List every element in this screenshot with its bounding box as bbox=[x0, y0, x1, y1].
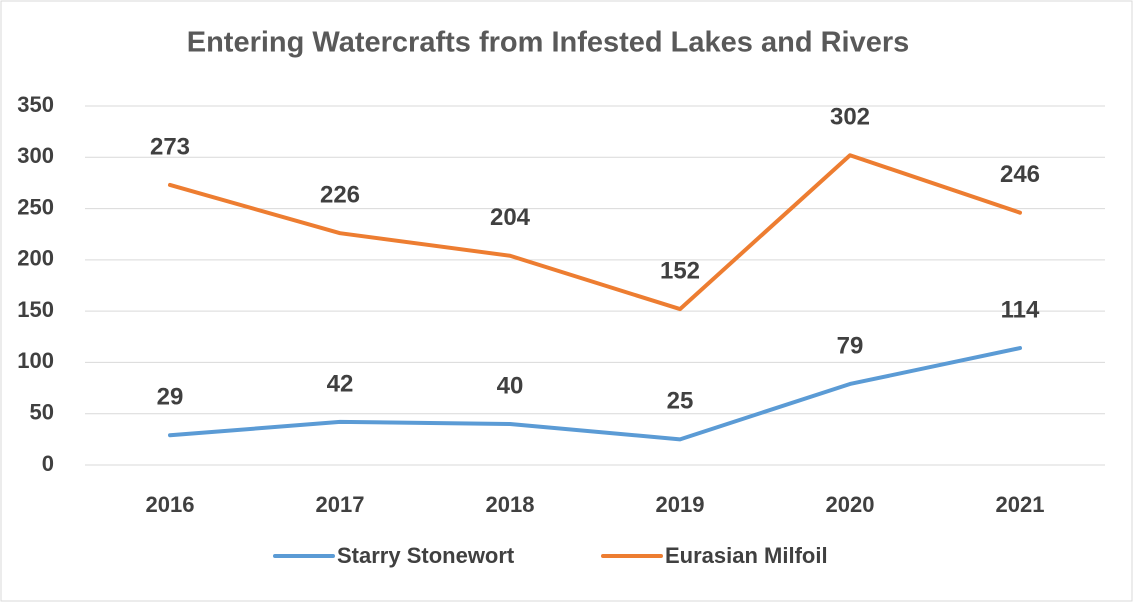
data-label: 204 bbox=[490, 204, 531, 231]
data-label: 29 bbox=[157, 384, 184, 411]
data-label: 273 bbox=[150, 133, 190, 160]
legend-label: Starry Stonewort bbox=[337, 543, 515, 568]
y-tick-label: 50 bbox=[30, 400, 54, 425]
y-tick-label: 150 bbox=[17, 297, 54, 322]
y-tick-label: 100 bbox=[17, 348, 54, 373]
x-tick-label: 2019 bbox=[656, 492, 705, 517]
y-tick-label: 300 bbox=[17, 143, 54, 168]
y-tick-label: 250 bbox=[17, 194, 54, 219]
y-tick-label: 350 bbox=[17, 92, 54, 117]
chart-title: Entering Watercrafts from Infested Lakes… bbox=[187, 27, 910, 59]
data-label: 42 bbox=[327, 370, 354, 397]
data-label: 152 bbox=[660, 257, 700, 284]
legend-label: Eurasian Milfoil bbox=[665, 543, 828, 568]
x-tick-label: 2018 bbox=[486, 492, 535, 517]
data-label: 79 bbox=[837, 332, 864, 359]
y-tick-label: 200 bbox=[17, 246, 54, 271]
data-label: 226 bbox=[320, 182, 360, 209]
x-tick-label: 2017 bbox=[316, 492, 365, 517]
data-label: 25 bbox=[667, 388, 694, 415]
x-tick-label: 2020 bbox=[826, 492, 875, 517]
data-label: 40 bbox=[497, 372, 524, 399]
y-tick-label: 0 bbox=[42, 451, 54, 476]
data-label: 114 bbox=[1001, 296, 1040, 323]
x-tick-label: 2016 bbox=[146, 492, 195, 517]
data-label: 246 bbox=[1000, 161, 1040, 188]
x-tick-label: 2021 bbox=[996, 492, 1045, 517]
data-label: 302 bbox=[830, 104, 870, 131]
series-line bbox=[168, 346, 1022, 442]
series-line bbox=[168, 153, 1022, 312]
